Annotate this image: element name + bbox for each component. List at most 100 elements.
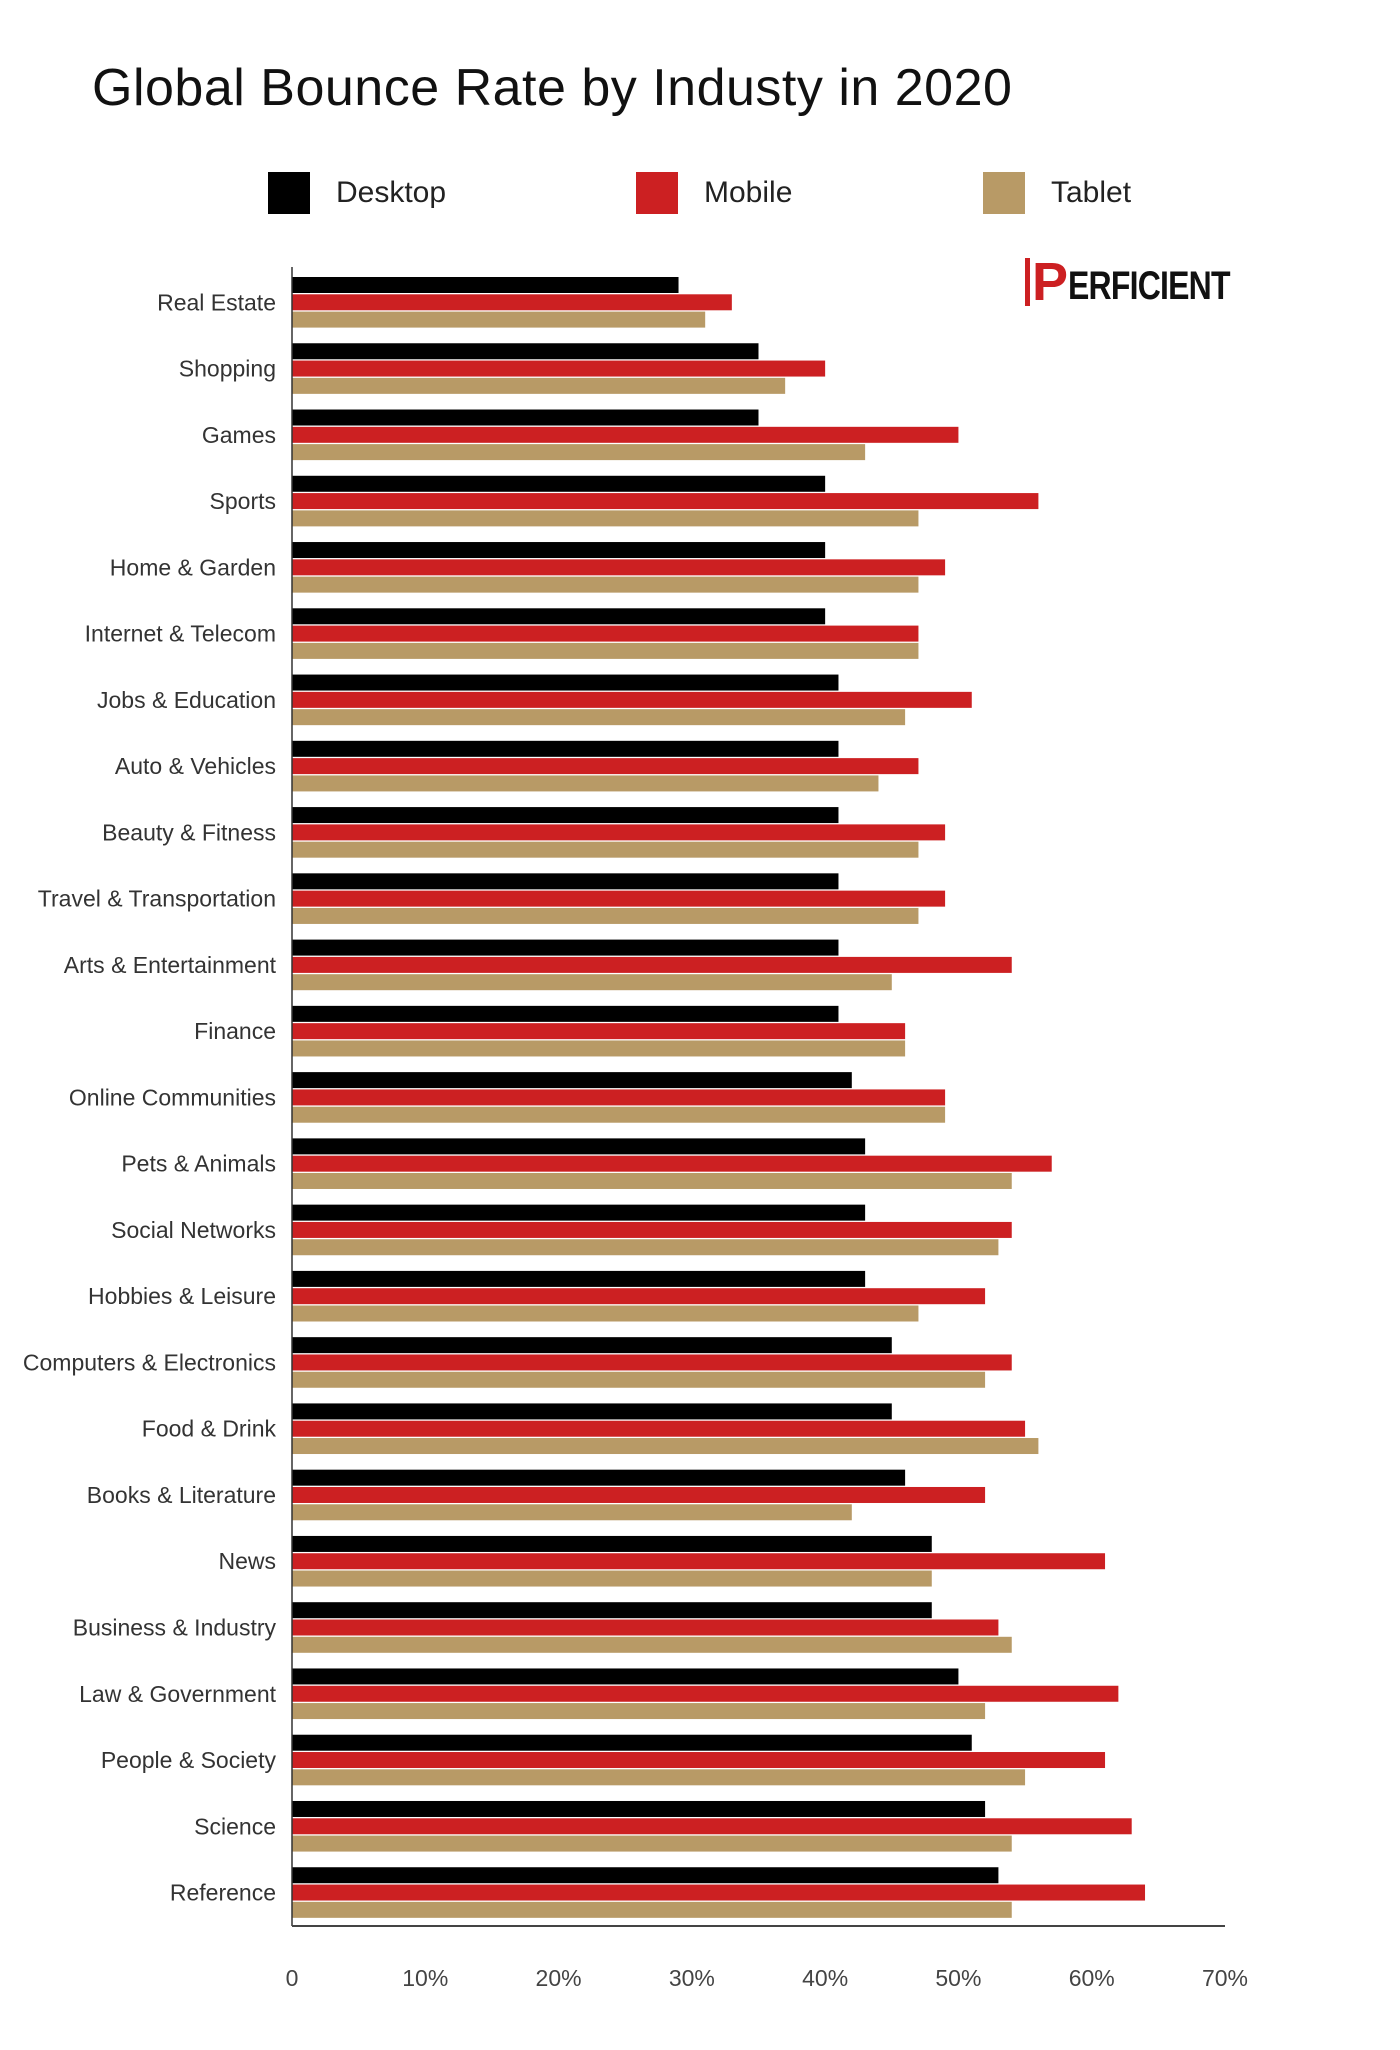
category-label: Internet & Telecom	[85, 621, 276, 647]
bar-mobile	[292, 1420, 1026, 1437]
bar-desktop	[292, 1403, 892, 1420]
category-label: Pets & Animals	[121, 1151, 276, 1177]
bar-mobile	[292, 1884, 1146, 1901]
bar-desktop	[292, 674, 839, 691]
bar-mobile	[292, 824, 946, 841]
logo-p: P	[1025, 255, 1068, 309]
bar-desktop	[292, 1469, 906, 1486]
bar-mobile	[292, 1354, 1012, 1371]
category-label: Beauty & Fitness	[102, 819, 276, 845]
bar-mobile	[292, 360, 826, 377]
bar-desktop	[292, 1204, 866, 1221]
category-label: Arts & Entertainment	[64, 952, 277, 978]
x-tick-label: 70%	[1202, 1965, 1248, 1991]
category-label: Social Networks	[111, 1217, 276, 1243]
bar-mobile	[292, 1685, 1119, 1702]
x-tick-label: 50%	[935, 1965, 981, 1991]
category-label: Shopping	[179, 356, 276, 382]
bar-tablet	[292, 1106, 946, 1123]
logo-rest: ERFICIENT	[1068, 264, 1231, 308]
category-label: People & Society	[101, 1747, 277, 1773]
bar-desktop	[292, 277, 679, 293]
bar-tablet	[292, 642, 919, 659]
bar-mobile	[292, 956, 1012, 973]
bar-tablet	[292, 974, 892, 991]
x-tick-label: 20%	[536, 1965, 582, 1991]
bar-tablet	[292, 1703, 986, 1720]
bar-desktop	[292, 939, 839, 956]
bar-mobile	[292, 1288, 986, 1305]
bar-desktop	[292, 1602, 932, 1619]
x-tick-label: 40%	[802, 1965, 848, 1991]
category-label: Books & Literature	[87, 1482, 276, 1508]
category-label: Games	[202, 422, 276, 448]
legend-label-mobile: Mobile	[704, 176, 793, 209]
bar-desktop	[292, 1800, 986, 1817]
bar-mobile	[292, 1023, 906, 1040]
bar-desktop	[292, 1337, 892, 1354]
bar-mobile	[292, 559, 946, 576]
legend-item-tablet: Tablet	[983, 172, 1131, 214]
bar-mobile	[292, 1619, 999, 1636]
bar-desktop	[292, 1867, 999, 1884]
x-tick-label: 0	[286, 1965, 299, 1991]
x-tick-label: 30%	[669, 1965, 715, 1991]
category-label: Hobbies & Leisure	[88, 1283, 276, 1309]
category-label: Jobs & Education	[97, 687, 276, 713]
bar-tablet	[292, 775, 879, 792]
perficient-logo: P ERFICIENT	[1025, 255, 1270, 309]
bar-mobile	[292, 1752, 1106, 1769]
bar-desktop	[292, 1138, 866, 1155]
bar-tablet	[292, 1239, 999, 1256]
bar-mobile	[292, 691, 972, 708]
legend-label-desktop: Desktop	[336, 176, 447, 209]
bar-desktop	[292, 1668, 959, 1685]
bar-desktop	[292, 542, 826, 559]
legend-item-desktop: Desktop	[268, 172, 446, 214]
legend-swatch-mobile	[636, 172, 678, 214]
bar-desktop	[292, 475, 826, 492]
chart-title: Global Bounce Rate by Industy in 2020	[92, 59, 1013, 117]
bar-mobile	[292, 1553, 1106, 1570]
bar-tablet	[292, 1305, 919, 1322]
bar-tablet	[292, 709, 906, 726]
bar-tablet	[292, 1769, 1026, 1786]
legend-label-tablet: Tablet	[1051, 176, 1132, 209]
bar-desktop	[292, 1072, 852, 1089]
bar-tablet	[292, 1901, 1012, 1918]
bar-desktop	[292, 740, 839, 757]
bar-mobile	[292, 1089, 946, 1106]
bar-desktop	[292, 873, 839, 890]
category-label: Online Communities	[69, 1084, 276, 1110]
category-label: Auto & Vehicles	[115, 753, 276, 779]
bar-tablet	[292, 1172, 1012, 1189]
bar-desktop	[292, 343, 759, 360]
bar-desktop	[292, 1535, 932, 1552]
category-label: Business & Industry	[73, 1615, 277, 1641]
bar-tablet	[292, 444, 866, 461]
legend-swatch-tablet	[983, 172, 1025, 214]
legend-swatch-desktop	[268, 172, 310, 214]
bar-desktop	[292, 1734, 972, 1751]
category-label: Travel & Transportation	[38, 886, 276, 912]
bar-mobile	[292, 890, 946, 907]
bar-tablet	[292, 1504, 852, 1521]
category-label: Food & Drink	[142, 1416, 277, 1442]
bar-tablet	[292, 1570, 932, 1587]
bar-mobile	[292, 625, 919, 642]
bar-tablet	[292, 1438, 1039, 1455]
x-tick-label: 60%	[1069, 1965, 1115, 1991]
category-label: Science	[194, 1813, 276, 1839]
category-label: Home & Garden	[110, 554, 276, 580]
bar-tablet	[292, 1835, 1012, 1852]
bar-mobile	[292, 1221, 1012, 1238]
bar-mobile	[292, 1818, 1132, 1835]
bar-mobile	[292, 1155, 1052, 1172]
bar-tablet	[292, 1636, 1012, 1653]
category-label: Reference	[170, 1880, 276, 1906]
bar-tablet	[292, 841, 919, 858]
bar-tablet	[292, 510, 919, 527]
x-tick-label: 10%	[402, 1965, 448, 1991]
bar-tablet	[292, 377, 786, 394]
